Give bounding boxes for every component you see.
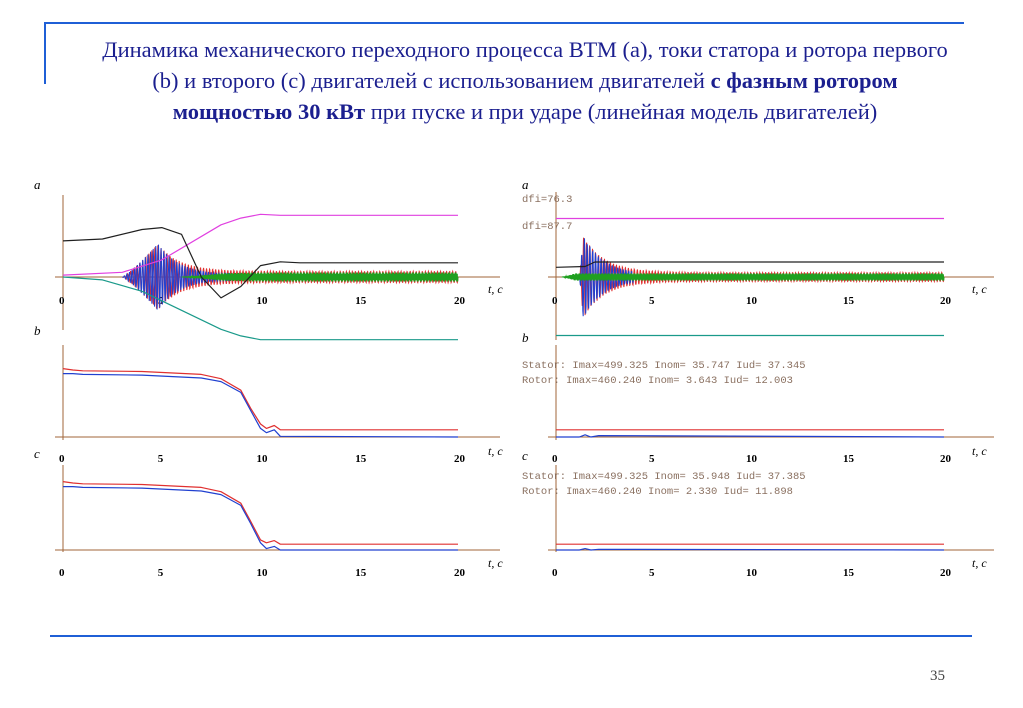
x-tick-label: 0 [552, 295, 558, 307]
data-series [62, 481, 458, 545]
x-tick-label: 15 [355, 453, 367, 465]
x-tick-label: 10 [257, 453, 269, 465]
chart-left-c: c 0 5 10 15 20 t, c [34, 446, 503, 579]
x-axis-label: t, c [488, 444, 503, 458]
x-tick-label: 20 [454, 453, 466, 465]
data-series [555, 261, 944, 268]
annotation-text: dfi=76.3 [522, 194, 572, 206]
oscillation-series [561, 273, 945, 281]
x-tick-label: 20 [940, 567, 952, 579]
oscillation-series [579, 238, 635, 317]
data-series [556, 434, 945, 438]
x-tick-label: 5 [158, 295, 164, 307]
annotation-text: Rotor: Imax=460.240 Inom= 2.330 Iud= 11.… [522, 486, 793, 498]
x-tick-label: 20 [940, 453, 952, 465]
title-rule-left [44, 22, 46, 84]
slide-title: Динамика механического переходного проце… [95, 34, 955, 127]
x-tick-label: 5 [158, 567, 164, 579]
title-rule-top [44, 22, 964, 24]
x-tick-label: 0 [59, 567, 65, 579]
data-series [62, 276, 458, 341]
annotation-text: Rotor: Imax=460.240 Inom= 3.643 Iud= 12.… [522, 375, 793, 387]
x-tick-label: 5 [649, 567, 655, 579]
panel-label: c [522, 448, 528, 463]
chart-right-c: c 0 5 10 15 20 t, c Stator: Imax=499.325 Inom= … [522, 448, 994, 579]
annotation-text: Stator: Imax=499.325 Inom= 35.747 Iud= 3… [522, 360, 806, 372]
panel-label: b [34, 323, 41, 338]
annotation-text: dfi=87.7 [522, 221, 572, 233]
x-tick-label: 0 [552, 453, 558, 465]
data-series [62, 213, 458, 276]
x-axis-label: t, c [488, 282, 503, 296]
x-tick-label: 10 [257, 567, 269, 579]
x-tick-label: 15 [355, 295, 367, 307]
title-part2: при пуске и при ударе (линейная модель д… [365, 99, 878, 124]
x-tick-label: 20 [454, 295, 466, 307]
panel-label: a [34, 177, 41, 192]
chart-right-a: a 0 5 10 15 20 t, c dfi=76.3 dfi=87.7 [522, 177, 994, 340]
x-tick-label: 5 [158, 453, 164, 465]
x-tick-label: 0 [552, 567, 558, 579]
x-axis-label: t, c [488, 556, 503, 570]
data-series [62, 227, 458, 299]
panel-label: a [522, 177, 529, 192]
x-axis-label: t, c [972, 556, 987, 570]
x-tick-label: 20 [940, 295, 952, 307]
x-tick-label: 10 [746, 567, 758, 579]
data-series [63, 373, 459, 438]
data-series [62, 368, 458, 431]
x-tick-label: 15 [843, 453, 855, 465]
title-part1: Динамика механического переходного проце… [102, 37, 948, 93]
oscillation-series [181, 272, 459, 282]
title-bold: с фазным ротором мощностью 30 кВт [172, 68, 898, 124]
panel-label: b [522, 330, 529, 345]
page-number: 35 [930, 668, 945, 684]
footer-rule [50, 635, 972, 637]
x-tick-label: 10 [746, 453, 758, 465]
panel-label: c [34, 446, 40, 461]
chart-right-b: b 0 5 10 15 20 t, c Stator: Imax=499.325 Inom= … [522, 330, 994, 465]
x-tick-label: 15 [355, 567, 367, 579]
x-tick-label: 10 [746, 295, 758, 307]
x-tick-label: 5 [649, 295, 655, 307]
x-axis-label: t, c [972, 282, 987, 296]
x-tick-label: 0 [59, 295, 65, 307]
annotation-text: Stator: Imax=499.325 Inom= 35.948 Iud= 3… [522, 471, 806, 483]
x-tick-label: 15 [843, 567, 855, 579]
x-tick-label: 10 [257, 295, 269, 307]
x-tick-label: 15 [843, 295, 855, 307]
x-tick-label: 0 [59, 453, 65, 465]
x-tick-label: 20 [454, 567, 466, 579]
data-series [63, 486, 458, 551]
chart-left-a: a 0 5 10 15 20 t, c [34, 177, 503, 341]
x-tick-label: 5 [649, 453, 655, 465]
chart-left-b: b 0 5 10 15 20 t, c [34, 323, 503, 465]
data-series [556, 548, 945, 551]
x-axis-label: t, c [972, 444, 987, 458]
